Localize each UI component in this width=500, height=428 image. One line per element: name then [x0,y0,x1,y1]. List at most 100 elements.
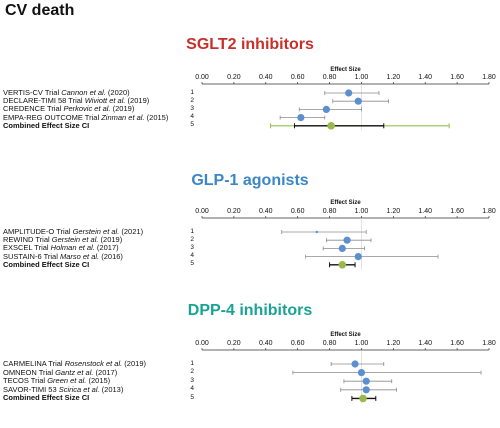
trial-name: AMPLITUDE-O Trial [3,227,73,236]
x-tick-label: 0.20 [227,340,241,347]
combined-label: Combined Effect Size CI [3,259,90,269]
effect-point [354,253,362,261]
x-tick-label: 1.00 [354,74,369,81]
x-tick-label: 0.60 [290,340,305,347]
row-number: 4 [190,113,194,121]
row-number: 4 [190,385,194,393]
study-label: AMPLITUDE-O Trial Gerstein et al. (2021) [3,227,143,236]
x-tick-label: 1.20 [386,340,401,347]
combined-label: Combined Effect Size CI [3,393,90,403]
study-label: CREDENCE Trial Perkovic et al. (2019) [3,104,134,113]
forest-plot-area [201,348,490,404]
x-tick-label: 0.80 [322,74,337,81]
x-tick-label: 1.40 [418,340,433,347]
x-tick-label: 1.20 [386,208,401,215]
row-number: 1 [190,88,194,96]
trial-author: Perkovic et al. [63,104,111,114]
x-tick-label: 1.40 [418,208,433,215]
x-tick-label: 0.80 [322,208,337,215]
row-number: 4 [190,252,194,260]
row-number: 5 [190,260,194,268]
effect-point [354,97,362,105]
study-label: EMPA-REG OUTCOME Trial Zinman et al. (20… [3,113,168,122]
row-number: 2 [190,235,194,243]
x-tick-label: 1.20 [386,74,401,81]
trial-year: (2015) [144,112,169,122]
row-number: 1 [190,359,194,367]
row-number: 5 [190,393,194,401]
x-axis-title: Effect Size [330,200,361,206]
combined-effect-point [359,394,367,403]
forest-panel-dpp4: DPP-4 inhibitors Effect Size 0.00 0.20 0.40 0… [0,298,500,411]
x-tick-label: 1.40 [418,74,433,81]
x-tick-label: 0.60 [290,74,305,81]
trial-year: (2019) [110,104,135,114]
row-number: 1 [190,227,194,235]
trial-author: Scirica et al. [58,384,100,394]
trial-name: EMPA-REG OUTCOME Trial [3,112,102,122]
trial-name: DECLARE-TIMI 58 Trial [3,96,85,106]
trial-year: (2019) [122,359,146,368]
chart-title: SGLT2 inhibitors [186,36,314,53]
trial-author: Green et al. [47,376,87,386]
x-tick-label: 1.00 [354,208,369,215]
trial-year: (2016) [99,251,123,261]
x-tick-label: 1.60 [450,340,464,347]
x-tick-label: 1.00 [354,340,369,347]
combined-effect-point [327,122,335,130]
x-axis-title: Effect Size [330,67,361,73]
trial-author: Zinman et al. [101,112,145,122]
trial-year: (2013) [99,384,124,394]
trial-author: Marso et al. [59,251,100,261]
forest-panel-glp1: GLP-1 agonists Effect Size 0.00 0.20 0.40 0.6… [0,168,500,288]
effect-point [351,360,359,368]
study-label: VERTIS-CV Trial Cannon et al. (2020) [3,88,130,97]
trial-author: Gerstein et al. [72,227,120,236]
combined-effect-point [338,261,347,269]
effect-point [297,114,305,122]
effect-point [315,230,318,234]
effect-point [357,369,366,377]
x-tick-label: 0.40 [258,340,273,347]
effect-point [362,386,370,394]
trial-name: CARMELINA Trial [3,359,65,368]
trial-year: (2019) [98,235,123,245]
x-tick-label: 0.00 [195,74,209,81]
effect-point [338,244,346,252]
x-tick-label: 0.60 [290,208,305,215]
chart-title: DPP-4 inhibitors [187,302,313,319]
forest-plot-area [201,82,490,131]
trial-author: Gantz et al. [55,367,94,377]
study-label: REWIND Trial Gerstein et al. (2019) [3,235,122,244]
trial-name: CREDENCE Trial [3,104,64,114]
x-tick-label: 0.20 [227,208,241,215]
trial-author: Holman et al. [50,243,95,253]
effect-point [343,236,351,244]
row-number: 2 [190,96,194,104]
x-tick-label: 0.40 [258,74,273,81]
study-label: SUSTAIN-6 Trial Marso et al. (2016) [3,252,123,261]
trial-name: EXSCEL Trial [3,243,51,253]
trial-author: Gerstein et al. [51,235,99,245]
trial-author: Rosenstock et al. [64,359,123,368]
trial-year: (2021) [119,227,144,236]
trial-name: OMNEON Trial [3,367,56,377]
trial-name: VERTIS-CV Trial [3,88,62,97]
effect-point [362,377,370,385]
effect-point [345,89,353,97]
trial-name: TECOS Trial [3,376,48,386]
row-number: 3 [190,376,194,384]
forest-panel-sglt2: SGLT2 inhibitors Effect Size 0.00 0.20 0.40 0… [0,30,500,160]
study-label: CARMELINA Trial Rosenstock et al. (2019) [3,359,146,368]
page-title: CV death [5,2,75,19]
trial-year: (2020) [105,88,130,97]
row-number: 5 [190,121,194,129]
trial-year: (2019) [125,96,150,106]
trial-year: (2017) [94,243,119,253]
study-label: TECOS Trial Green et al. (2015) [3,376,110,385]
trial-name: SUSTAIN-6 Trial [3,251,60,261]
combined-label: Combined Effect Size CI [3,120,90,130]
row-number: 2 [190,368,194,376]
x-tick-label: 0.00 [195,208,209,215]
x-axis-title: Effect Size [330,332,361,338]
